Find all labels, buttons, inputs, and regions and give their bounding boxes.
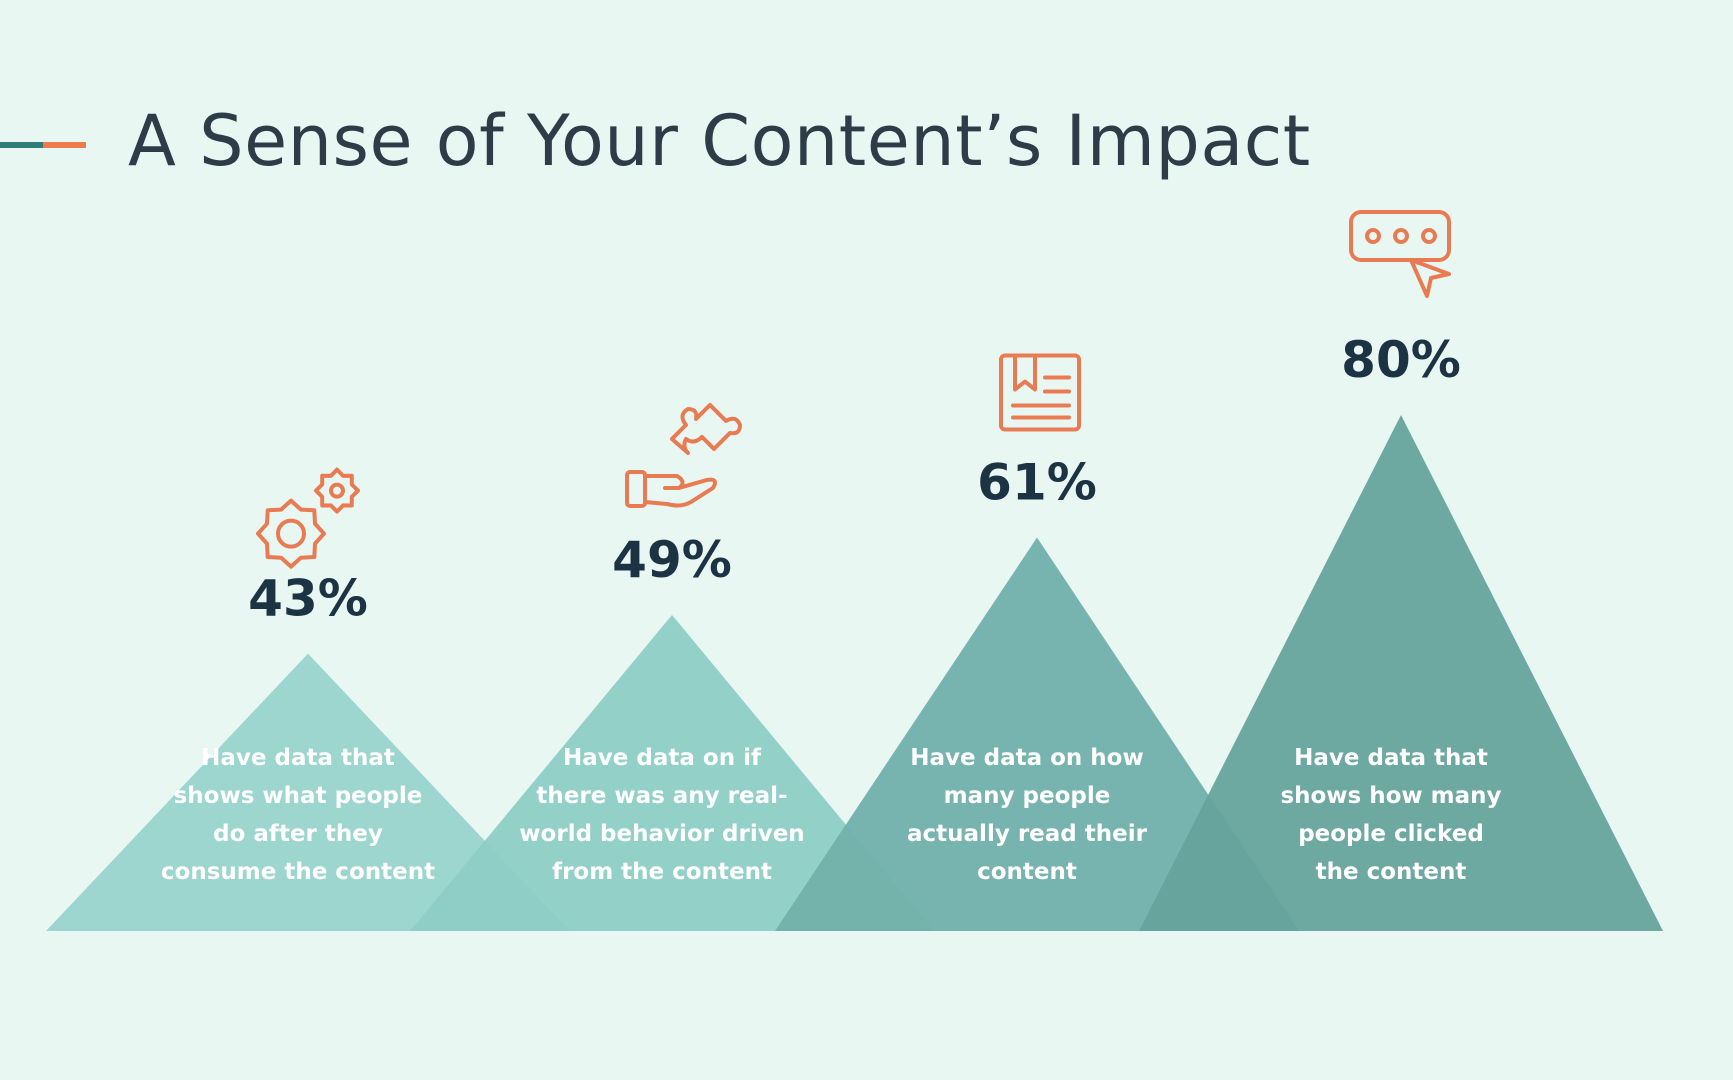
description-4: Have data that shows how many people click… bbox=[1280, 745, 1501, 885]
value-label-4: 80% bbox=[1341, 331, 1461, 389]
description-line: Have data that bbox=[201, 745, 395, 771]
description-2: Have data on if there was any real-world … bbox=[519, 745, 804, 885]
description-line: from the content bbox=[552, 859, 772, 885]
description-line: Have data on if bbox=[563, 745, 762, 771]
description-line: shows what people bbox=[174, 783, 423, 809]
accent-orange-segment bbox=[43, 142, 86, 148]
title-accent-bar bbox=[0, 142, 86, 148]
page-title: A Sense of Your Content’s Impact bbox=[128, 100, 1311, 182]
description-line: actually read their bbox=[907, 821, 1148, 847]
description-line: consume the content bbox=[161, 859, 435, 885]
accent-teal-segment bbox=[0, 142, 43, 148]
document-bookmark-icon bbox=[999, 353, 1081, 432]
description-3: Have data on how many people actually read… bbox=[907, 745, 1148, 885]
value-label-1: 43% bbox=[248, 570, 368, 628]
chat-click-icon bbox=[1349, 210, 1451, 298]
description-line: many people bbox=[944, 783, 1111, 809]
gears-icon bbox=[256, 467, 360, 569]
description-line: the content bbox=[1316, 859, 1467, 885]
hand-puzzle-icon bbox=[625, 402, 742, 508]
mountain-bar-3 bbox=[775, 537, 1299, 931]
mountain-bar-2 bbox=[410, 614, 934, 931]
mountain-bar-4 bbox=[1139, 415, 1663, 931]
description-line: Have data that bbox=[1294, 745, 1488, 771]
description-1: Have data that shows what people do after … bbox=[161, 745, 435, 885]
value-label-2: 49% bbox=[612, 531, 732, 589]
description-line: people clicked bbox=[1298, 821, 1484, 847]
description-line: world behavior driven bbox=[519, 821, 804, 847]
description-line: shows how many bbox=[1280, 783, 1501, 809]
mountain-bar-1 bbox=[46, 653, 570, 931]
description-line: there was any real- bbox=[536, 783, 787, 809]
description-line: content bbox=[977, 859, 1077, 885]
description-line: do after they bbox=[213, 821, 383, 847]
description-line: Have data on how bbox=[910, 745, 1143, 771]
value-label-3: 61% bbox=[977, 454, 1097, 512]
